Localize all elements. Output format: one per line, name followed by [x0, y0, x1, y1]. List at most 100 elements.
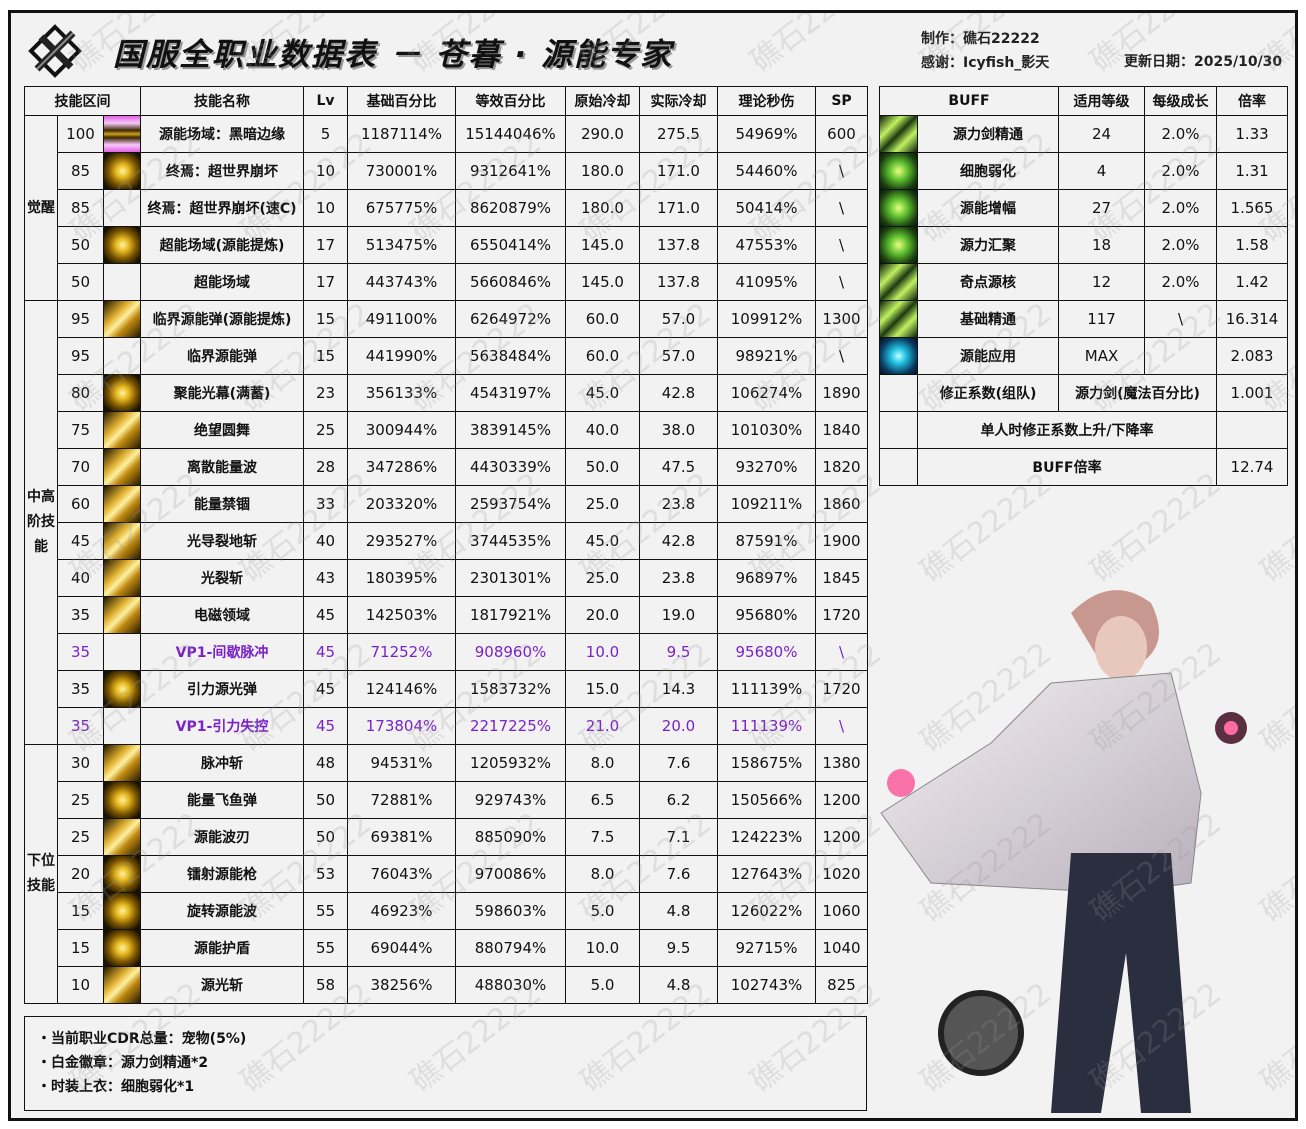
skill-level: 25	[57, 818, 104, 856]
base-percent: 203320%	[347, 485, 456, 523]
buff-growth	[1144, 337, 1218, 375]
equiv-percent: 929743%	[455, 781, 566, 819]
skill-icon	[104, 560, 140, 596]
skill-icon	[104, 449, 140, 485]
skill-icon-cell	[103, 152, 141, 190]
skill-icon-cell	[103, 633, 141, 671]
skill-lv: 25	[303, 411, 348, 449]
empty-cell	[879, 448, 918, 486]
header-1: 技能名称	[140, 86, 304, 116]
base-percent: 441990%	[347, 337, 456, 375]
skill-name: 光导裂地斩	[140, 522, 304, 560]
skill-table: 技能区间 技能名称 Lv 基础百分比 等效百分比 原始冷却 实际冷却 理论秒伤 SP 觉醒 100…	[24, 86, 868, 1004]
buff-header-growth: 每级成长	[1144, 86, 1218, 116]
buff-name: 基础精通	[916, 300, 1060, 338]
base-percent: 38256%	[347, 966, 456, 1004]
base-cooldown: 5.0	[565, 966, 640, 1004]
skill-level: 95	[57, 300, 104, 338]
skill-name: 能量飞鱼弹	[140, 781, 304, 819]
skill-level: 75	[57, 411, 104, 449]
real-cooldown: 42.8	[639, 522, 718, 560]
sp-cost: 1860	[815, 485, 868, 523]
base-percent: 76043%	[347, 855, 456, 893]
skill-level: 40	[57, 559, 104, 597]
skill-level: 10	[57, 966, 104, 1004]
skill-lv: 50	[303, 781, 348, 819]
equiv-percent: 5660846%	[455, 263, 566, 301]
table-row: 60 能量禁锢 33 203320% 2593754% 25.0 23.8 109211% 18…	[25, 485, 868, 523]
skill-level: 35	[57, 670, 104, 708]
buff-icon-cell	[879, 189, 918, 227]
theory-dps: 124223%	[717, 818, 816, 856]
buff-level: 18	[1058, 226, 1146, 264]
equiv-percent: 1583732%	[455, 670, 566, 708]
buff-rate: 1.58	[1216, 226, 1289, 264]
base-cooldown: 60.0	[565, 300, 640, 338]
base-cooldown: 60.0	[565, 337, 640, 375]
base-cooldown: 20.0	[565, 596, 640, 634]
theory-dps: 95680%	[717, 633, 816, 671]
data-sheet: 国服全职业数据表 － 苍暮 · 源能专家 制作：礁石22222 感谢：Icyfi…	[8, 10, 1298, 1121]
buff-icon	[880, 264, 917, 300]
skill-level: 35	[57, 596, 104, 634]
base-percent: 94531%	[347, 744, 456, 782]
header-8: SP	[815, 86, 868, 116]
table-row: 80 聚能光幕(满蓄) 23 356133% 4543197% 45.0 42.8 10627…	[25, 374, 868, 412]
page-title: 国服全职业数据表 － 苍暮 · 源能专家	[113, 37, 673, 73]
sp-cost: \	[815, 226, 868, 264]
equiv-percent: 880794%	[455, 929, 566, 967]
buff-row: 源能增幅 27 2.0% 1.565	[879, 189, 1289, 227]
base-cooldown: 180.0	[565, 152, 640, 190]
table-row: 15 源能护盾 55 69044% 880794% 10.0 9.5 92715% 1040	[25, 929, 868, 967]
skill-name: 脉冲斩	[140, 744, 304, 782]
real-cooldown: 14.3	[639, 670, 718, 708]
note-item: ・当前职业CDR总量：宠物(5%)	[37, 1031, 247, 1047]
thanks-label: 感谢：	[921, 55, 963, 71]
theory-dps: 101030%	[717, 411, 816, 449]
equiv-percent: 1205932%	[455, 744, 566, 782]
header-7: 理论秒伤	[717, 86, 816, 116]
base-cooldown: 25.0	[565, 485, 640, 523]
header-0: 技能区间	[24, 86, 141, 116]
buff-summary-row: 单人时修正系数上升/下降率	[879, 411, 1289, 449]
skill-icon-cell	[103, 559, 141, 597]
base-cooldown: 10.0	[565, 633, 640, 671]
update-date: 更新日期：2025/10/30	[1124, 51, 1282, 71]
base-percent: 180395%	[347, 559, 456, 597]
skill-name: 光裂斩	[140, 559, 304, 597]
real-cooldown: 9.5	[639, 633, 718, 671]
table-row: 25 源能波刃 50 69381% 885090% 7.5 7.1 124223% 1200	[25, 818, 868, 856]
skill-level: 50	[57, 226, 104, 264]
correction-value: 1.001	[1216, 374, 1289, 412]
table-row: 20 镭射源能枪 53 76043% 970086% 8.0 7.6 127643% 1020	[25, 855, 868, 893]
buff-row: 源能应用 MAX 2.083	[879, 337, 1289, 375]
sp-cost: \	[815, 189, 868, 227]
base-cooldown: 145.0	[565, 226, 640, 264]
table-row: 觉醒 100 源能场域：黑暗边缘 5 1187114% 15144046% 290.0 275…	[24, 115, 868, 301]
buff-icon	[880, 116, 917, 152]
equiv-percent: 15144046%	[455, 115, 566, 153]
sp-cost: \	[815, 263, 868, 301]
table-row: 35 VP1-引力失控 45 173804% 2217225% 21.0 20.0 11113…	[25, 707, 868, 745]
buff-growth: 2.0%	[1144, 189, 1218, 227]
theory-dps: 93270%	[717, 448, 816, 486]
skill-icon	[104, 116, 140, 152]
base-cooldown: 15.0	[565, 670, 640, 708]
equiv-percent: 885090%	[455, 818, 566, 856]
sp-cost: 1060	[815, 892, 868, 930]
skill-level: 100	[57, 115, 104, 153]
buff-summary-row: 修正系数(组队) 源力剑(魔法百分比) 1.001	[879, 374, 1289, 412]
skill-level: 70	[57, 448, 104, 486]
skill-level: 50	[57, 263, 104, 301]
buff-name: 奇点源核	[916, 263, 1060, 301]
buff-name: 源力剑精通	[916, 115, 1060, 153]
sp-cost: 1845	[815, 559, 868, 597]
skill-name: 超能场域	[140, 263, 304, 301]
skill-lv: 45	[303, 670, 348, 708]
skill-lv: 45	[303, 596, 348, 634]
skill-icon-cell	[103, 855, 141, 893]
maker-label: 制作：	[921, 31, 963, 47]
section-label: 下位技能	[24, 744, 58, 1004]
equiv-percent: 970086%	[455, 855, 566, 893]
skill-level: 60	[57, 485, 104, 523]
